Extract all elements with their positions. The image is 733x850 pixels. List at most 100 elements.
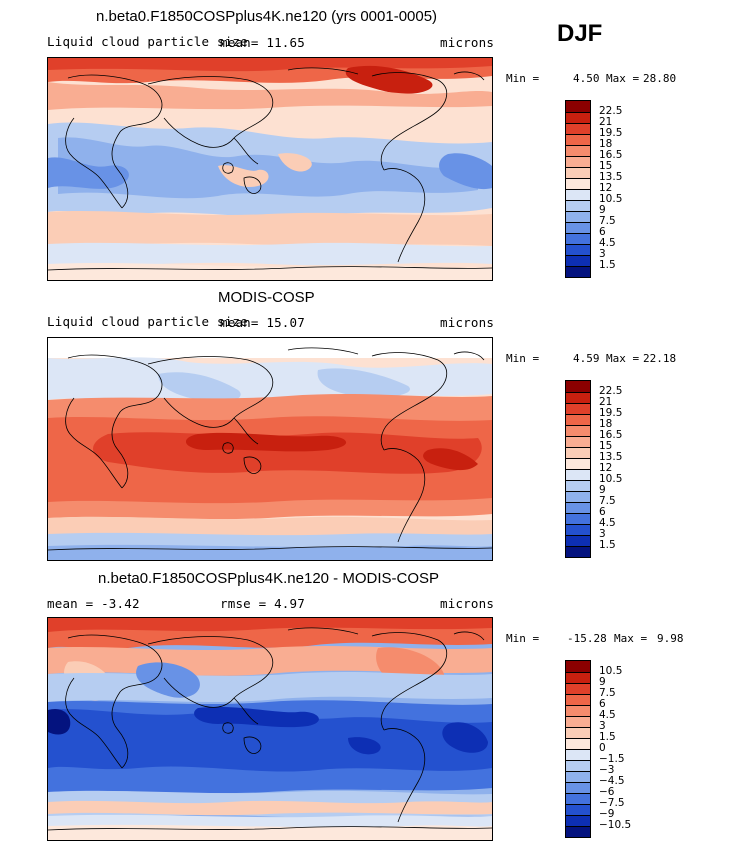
panel-1-colorbar: [565, 100, 591, 278]
colorbar-swatch: [566, 683, 590, 694]
panel-3-colorbar-labels: 10.5 9 7.5 6 4.5 3 1.5 0 −1.5 −3 −4.5 −6…: [599, 660, 649, 836]
colorbar-swatch: [566, 403, 590, 414]
panel-1-mean-label: mean= 11.65: [220, 35, 305, 50]
colorbar-tick-label: 21: [599, 396, 613, 408]
colorbar-tick-label: 18: [599, 138, 613, 150]
panel-2-title: MODIS-COSP: [218, 289, 315, 306]
colorbar-swatch: [566, 414, 590, 425]
panel-3-max-label: Max =: [614, 632, 648, 645]
colorbar-tick-label: −6: [599, 786, 615, 798]
panel-1-min-label: Min =: [506, 72, 540, 85]
colorbar-tick-label: 22.5: [599, 105, 623, 117]
colorbar-swatch: [566, 458, 590, 469]
colorbar-tick-label: 4.5: [599, 517, 616, 529]
colorbar-swatch: [566, 447, 590, 458]
colorbar-tick-label: 7.5: [599, 687, 616, 699]
colorbar-tick-label: 13.5: [599, 451, 623, 463]
colorbar-swatch: [566, 436, 590, 447]
colorbar-tick-label: 19.5: [599, 127, 623, 139]
colorbar-tick-label: −7.5: [599, 797, 625, 809]
colorbar-tick-label: 16.5: [599, 149, 623, 161]
colorbar-swatch: [566, 101, 590, 112]
colorbar-tick-label: 3: [599, 528, 606, 540]
colorbar-swatch: [566, 749, 590, 760]
colorbar-swatch: [566, 255, 590, 266]
panel-2-map: [47, 337, 493, 561]
colorbar-swatch: [566, 156, 590, 167]
colorbar-tick-label: 6: [599, 506, 606, 518]
colorbar-swatch: [566, 123, 590, 134]
colorbar-swatch: [566, 480, 590, 491]
colorbar-tick-label: 3: [599, 248, 606, 260]
colorbar-swatch: [566, 793, 590, 804]
colorbar-swatch: [566, 716, 590, 727]
colorbar-tick-label: 12: [599, 462, 613, 474]
colorbar-swatch: [566, 200, 590, 211]
colorbar-swatch: [566, 524, 590, 535]
panel-1-colorbar-labels: 22.5 21 19.5 18 16.5 15 13.5 12 10.5 9 7…: [599, 100, 639, 276]
colorbar-swatch: [566, 167, 590, 178]
colorbar-swatch: [566, 535, 590, 546]
colorbar-tick-label: 7.5: [599, 495, 616, 507]
colorbar-swatch: [566, 546, 590, 557]
colorbar-tick-label: 15: [599, 160, 613, 172]
colorbar-swatch: [566, 233, 590, 244]
colorbar-swatch: [566, 771, 590, 782]
panel-1-max-value: 28.80: [643, 72, 677, 85]
colorbar-tick-label: 6: [599, 226, 606, 238]
colorbar-tick-label: 1.5: [599, 731, 616, 743]
colorbar-swatch: [566, 782, 590, 793]
colorbar-swatch: [566, 804, 590, 815]
colorbar-tick-label: 9: [599, 676, 606, 688]
panel-2-min-value: 4.59: [573, 352, 600, 365]
colorbar-tick-label: 10.5: [599, 473, 623, 485]
colorbar-tick-label: 19.5: [599, 407, 623, 419]
colorbar-swatch: [566, 381, 590, 392]
colorbar-swatch: [566, 425, 590, 436]
colorbar-tick-label: 4.5: [599, 709, 616, 721]
colorbar-tick-label: 18: [599, 418, 613, 430]
colorbar-tick-label: 21: [599, 116, 613, 128]
colorbar-tick-label: 10.5: [599, 665, 623, 677]
panel-1-units-label: microns: [440, 35, 495, 50]
panel-1-variable-label: Liquid cloud particle size: [47, 34, 248, 49]
panel-3-units-label: microns: [440, 596, 495, 611]
colorbar-tick-label: −10.5: [599, 819, 632, 831]
colorbar-tick-label: 10.5: [599, 193, 623, 205]
colorbar-tick-label: 16.5: [599, 429, 623, 441]
colorbar-swatch: [566, 826, 590, 837]
colorbar-tick-label: −9: [599, 808, 615, 820]
colorbar-swatch: [566, 266, 590, 277]
colorbar-swatch: [566, 211, 590, 222]
colorbar-swatch: [566, 705, 590, 716]
colorbar-tick-label: 9: [599, 484, 606, 496]
colorbar-swatch: [566, 727, 590, 738]
panel-3-colorbar: [565, 660, 591, 838]
panel-2-min-label: Min =: [506, 352, 540, 365]
season-label: DJF: [557, 20, 603, 47]
colorbar-swatch: [566, 112, 590, 123]
panel-1-map: [47, 57, 493, 281]
colorbar-swatch: [566, 189, 590, 200]
colorbar-tick-label: 13.5: [599, 171, 623, 183]
colorbar-tick-label: −1.5: [599, 753, 625, 765]
colorbar-swatch: [566, 738, 590, 749]
colorbar-swatch: [566, 178, 590, 189]
panel-2-units-label: microns: [440, 315, 495, 330]
colorbar-tick-label: 9: [599, 204, 606, 216]
colorbar-swatch: [566, 469, 590, 480]
colorbar-swatch: [566, 661, 590, 672]
colorbar-swatch: [566, 244, 590, 255]
colorbar-swatch: [566, 491, 590, 502]
colorbar-tick-label: 4.5: [599, 237, 616, 249]
panel-3-mean-label: mean = -3.42: [47, 596, 140, 611]
colorbar-swatch: [566, 134, 590, 145]
colorbar-tick-label: −4.5: [599, 775, 625, 787]
panel-1-min-value: 4.50: [573, 72, 600, 85]
panel-1-map-field: [48, 58, 492, 280]
panel-2-mean-label: mean= 15.07: [220, 315, 305, 330]
colorbar-tick-label: 0: [599, 742, 606, 754]
panel-3-map: [47, 617, 493, 841]
colorbar-tick-label: 22.5: [599, 385, 623, 397]
panel-1-max-label: Max =: [606, 72, 640, 85]
